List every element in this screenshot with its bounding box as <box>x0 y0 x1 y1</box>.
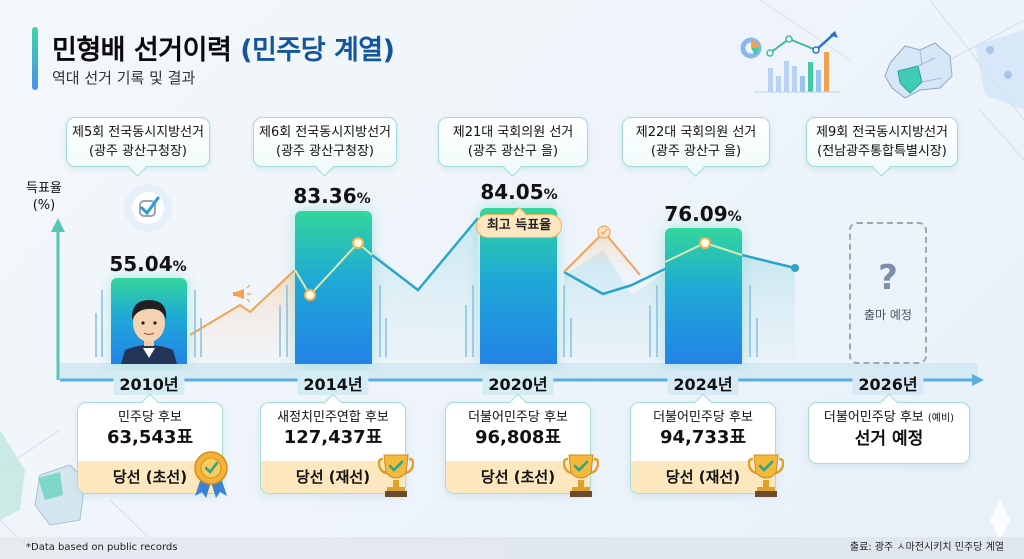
vote-count: 94,733표 <box>659 427 747 448</box>
year-label-2024: 2024년 <box>667 371 739 395</box>
vote-share-2020: 84.05% <box>476 180 562 204</box>
checkmark-box-icon <box>124 184 172 232</box>
future-election-placeholder: ? 출마 예정 <box>849 222 927 364</box>
result-card-2020: 더불어민주당 후보 96,808표 당선 (초선) <box>445 402 591 494</box>
election-name: 제21대 국회의원 선거 <box>452 125 574 140</box>
y-axis-label-line2: (%) <box>32 198 56 213</box>
election-district: (광주 광산구청장) <box>276 144 374 159</box>
source-credit: 출료: 광주 ㅅ마전시키치 민주당 계열 <box>849 542 1004 553</box>
percent-sign: % <box>727 209 742 225</box>
vote-share-value: 84.05 <box>480 180 544 204</box>
vote-share-value: 55.04 <box>109 252 173 276</box>
rosette-medal-icon <box>194 451 228 498</box>
page-subtitle: 역대 선거 기록 및 결과 <box>52 69 196 87</box>
year-label-2020: 2020년 <box>482 371 554 395</box>
megaphone-icon <box>233 284 251 303</box>
percent-sign: % <box>356 191 371 207</box>
trophy-icon <box>748 454 784 497</box>
election-label-2014: 제6회 전국동시지방선거 (광주 광산구청장) <box>253 117 397 167</box>
election-label-2010: 제5회 전국동시지방선거 (광주 광산구청장) <box>66 117 210 167</box>
result-card-2026: 더불어민주당 후보 (예비) 선거 예정 <box>808 402 970 464</box>
title-accent-bar <box>32 27 38 90</box>
election-district: (광주 광산구청장) <box>89 144 187 159</box>
vote-share-2024: 76.09% <box>660 202 746 226</box>
region-map-icon <box>884 42 953 99</box>
vote-share-value: 83.36 <box>293 184 357 208</box>
year-label-2014: 2014년 <box>297 371 369 395</box>
vote-share-value: 76.09 <box>664 202 728 226</box>
election-label-2020: 제21대 국회의원 선거 (광주 광산구 을) <box>438 117 588 167</box>
result-label: 당선 (재선) <box>631 461 775 493</box>
percent-sign: % <box>172 259 187 275</box>
election-label-2024: 제22대 국회의원 선거 (광주 광산구 을) <box>622 117 770 167</box>
year-label-2026: 2026년 <box>852 371 924 395</box>
year-label-2010: 2010년 <box>113 371 185 395</box>
party-label: 새정치민주연합 후보 <box>277 410 389 425</box>
election-name: 제9회 전국동시지방선거 <box>815 125 948 140</box>
election-district: (전남광주통합특별시장) <box>817 144 947 159</box>
party-name: 더불어민주당 후보 <box>823 410 924 425</box>
trophy-icon <box>378 454 414 497</box>
vote-share-2014: 83.36% <box>290 184 374 208</box>
footer: *Data based on public records 출료: 광주 ㅅ마전… <box>0 537 1024 559</box>
party-label: 민주당 후보 <box>118 410 182 425</box>
vote-share-2010: 55.04% <box>106 252 190 276</box>
placeholder-text: 출마 예정 <box>864 308 912 322</box>
title-accent: (민주당 계열) <box>240 35 395 66</box>
party-label: 더불어민주당 후보 <box>653 410 753 425</box>
election-name: 제6회 전국동시지방선거 <box>258 125 391 140</box>
party-label: 더불어민주당 후보 <box>468 410 568 425</box>
y-axis-label: 득표율 (%) <box>26 180 62 214</box>
bar-2014 <box>295 211 372 364</box>
party-label: 더불어민주당 후보 (예비) <box>809 409 969 427</box>
election-name: 제5회 전국동시지방선거 <box>71 125 204 140</box>
election-district: (광주 광산구 을) <box>467 144 559 159</box>
trend-line-markers <box>294 237 743 301</box>
vote-count: 63,543표 <box>106 427 194 448</box>
percent-sign: % <box>543 187 558 203</box>
election-district: (광주 광산구 을) <box>650 144 742 159</box>
result-card-2014: 새정치민주연합 후보 127,437표 당선 (재선) <box>260 402 406 494</box>
result-label: 당선 (재선) <box>261 461 405 493</box>
trophy-icon <box>563 454 599 497</box>
page-title: 민형배 선거이력 (민주당 계열) <box>52 28 395 67</box>
election-name: 제22대 국회의원 선거 <box>635 125 757 140</box>
data-note: *Data based on public records <box>26 542 178 553</box>
vote-count: 127,437표 <box>283 427 383 448</box>
result-label: 당선 (초선) <box>446 461 590 493</box>
election-status: 선거 예정 <box>854 429 924 449</box>
question-mark-icon: ? <box>878 258 898 298</box>
title-main: 민형배 선거이력 <box>52 35 232 66</box>
y-axis-label-line1: 득표율 <box>26 181 62 196</box>
chart-area <box>51 184 984 386</box>
candidate-portrait <box>121 300 177 364</box>
analytics-chart-icon <box>740 31 840 93</box>
highest-vote-badge: 최고 득표율 <box>476 214 562 238</box>
bar-2010 <box>111 278 187 364</box>
election-label-2026: 제9회 전국동시지방선거 (전남광주통합특별시장) <box>806 117 958 167</box>
party-note: (예비) <box>927 413 955 424</box>
result-card-2024: 더불어민주당 후보 94,733표 당선 (재선) <box>630 402 776 494</box>
vote-count: 96,808표 <box>474 427 562 448</box>
